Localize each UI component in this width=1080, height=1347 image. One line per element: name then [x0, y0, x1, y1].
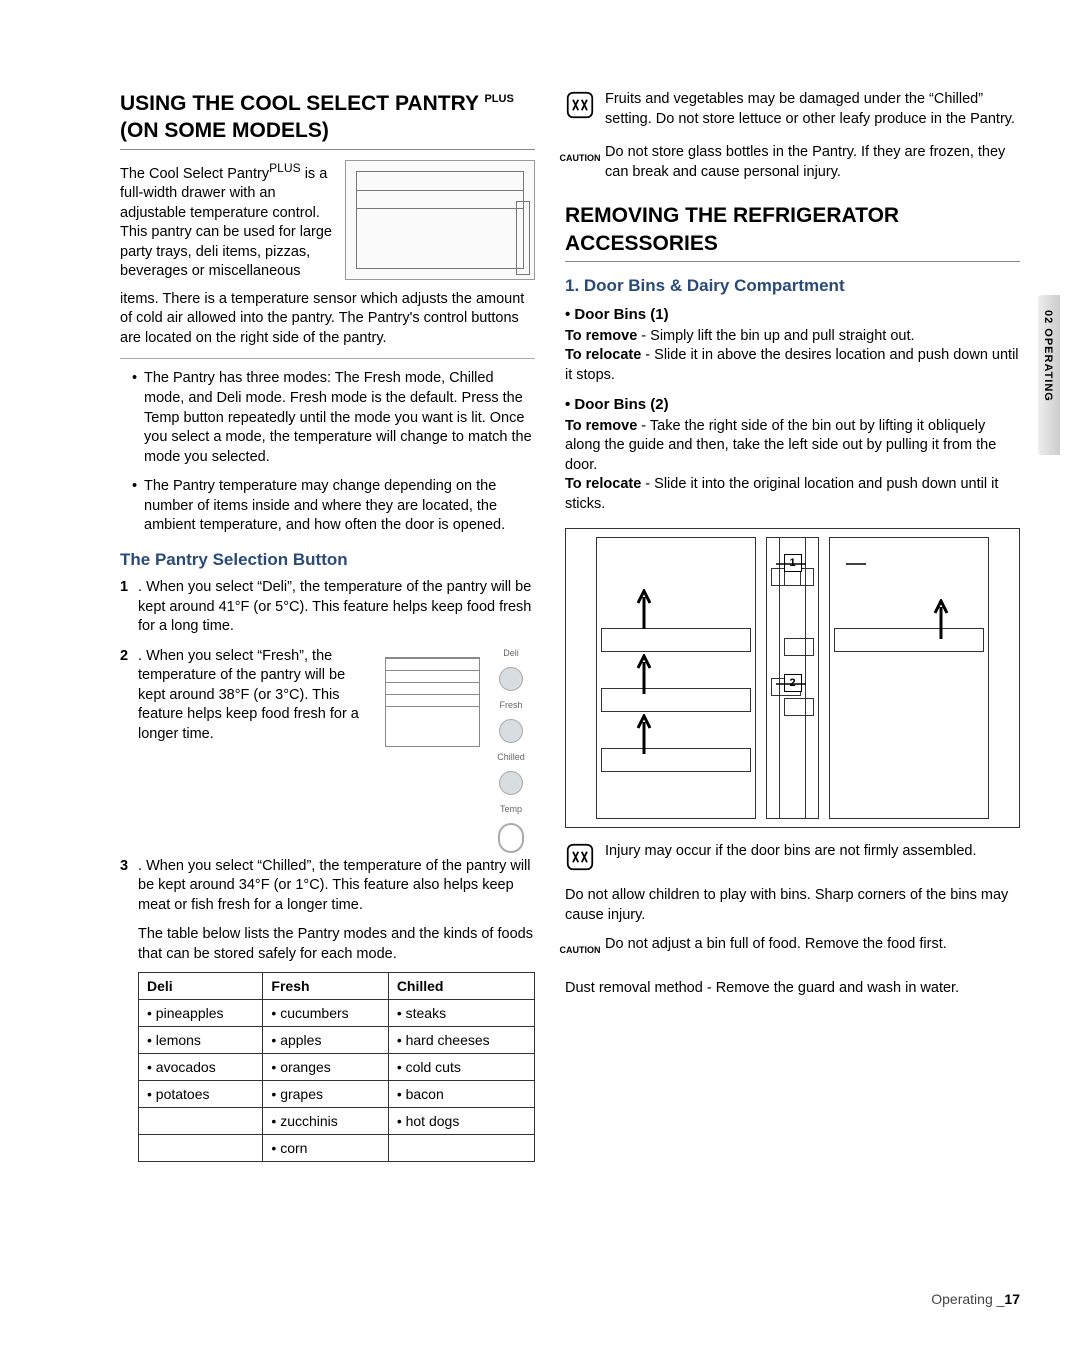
heading-text-2: (ON SOME MODELS): [120, 119, 329, 142]
cell: • cold cuts: [388, 1054, 534, 1081]
note-injury-text: Injury may occur if the door bins are no…: [605, 842, 977, 862]
cell: • cucumbers: [263, 1000, 388, 1027]
cell: • steaks: [388, 1000, 534, 1027]
sel-label-temp: Temp: [500, 803, 522, 815]
intro-text-2: items. There is a temperature sensor whi…: [120, 290, 535, 349]
pantry-bullets: The Pantry has three modes: The Fresh mo…: [120, 369, 535, 536]
note-chilled-text: Fruits and vegetables may be damaged und…: [605, 90, 1020, 129]
cell: • avocados: [139, 1054, 263, 1081]
bins1-remove: To remove - Simply lift the bin up and p…: [565, 327, 1020, 347]
cell: • oranges: [263, 1054, 388, 1081]
b: To remove: [565, 418, 637, 434]
sub-door-bins: 1. Door Bins & Dairy Compartment: [565, 276, 1020, 296]
door-bins-diagram: 1 2: [565, 528, 1020, 828]
b: To relocate: [565, 476, 641, 492]
chilled-button-icon: [499, 771, 523, 795]
step-num-3: 3: [120, 857, 128, 877]
heading-sup: PLUS: [484, 93, 513, 105]
step-text-2: When you select “Fresh”, the temperature…: [138, 648, 359, 742]
heading-text-1: USING THE COOL SELECT PANTRY: [120, 92, 484, 115]
th-fresh: Fresh: [263, 973, 388, 1000]
sel-label-chilled: Chilled: [497, 751, 525, 763]
bins2-remove: To remove - Take the right side of the b…: [565, 417, 1020, 476]
selection-panel-illustration: Deli Fresh Chilled Temp: [385, 647, 535, 847]
temp-button-icon: [498, 823, 524, 853]
step-num-2: 2: [120, 647, 128, 667]
note-icon: [565, 842, 595, 872]
page-footer: Operating _17: [931, 1291, 1020, 1307]
bullet-1: The Pantry has three modes: The Fresh mo…: [132, 369, 535, 467]
note-chilled: Fruits and vegetables may be damaged und…: [565, 90, 1020, 129]
caution-icon: CAUTION: [565, 143, 595, 173]
dust-removal: Dust removal method - Remove the guard a…: [565, 979, 1020, 999]
caution-bin-food: CAUTION Do not adjust a bin full of food…: [565, 935, 1020, 965]
deli-button-icon: [499, 667, 523, 691]
cell: • hot dogs: [388, 1108, 534, 1135]
bullet-2: The Pantry temperature may change depend…: [132, 477, 535, 536]
step-text-1: When you select “Deli”, the temperature …: [138, 579, 531, 634]
t: - Simply lift the bin up and pull straig…: [637, 328, 914, 344]
caution-bin-food-text: Do not adjust a bin full of food. Remove…: [605, 935, 947, 955]
sel-label-fresh: Fresh: [499, 699, 522, 711]
pantry-drawer-illustration: [345, 160, 535, 280]
step-num-1: 1: [120, 578, 128, 598]
cell: • hard cheeses: [388, 1027, 534, 1054]
cell: • zucchinis: [263, 1108, 388, 1135]
cell: • lemons: [139, 1027, 263, 1054]
caution-icon: CAUTION: [565, 935, 595, 965]
intro-row: The Cool Select PantryPLUS is a full-wid…: [120, 160, 535, 282]
intro1sup: PLUS: [269, 161, 301, 175]
modes-tbody: • pineapples• cucumbers• steaks • lemons…: [139, 1000, 535, 1162]
cell: • potatoes: [139, 1081, 263, 1108]
th-chilled: Chilled: [388, 973, 534, 1000]
right-column: Fruits and vegetables may be damaged und…: [565, 90, 1020, 1162]
caution-bottles-text: Do not store glass bottles in the Pantry…: [605, 143, 1020, 182]
cell: • corn: [263, 1135, 388, 1162]
footer-page: 17: [1004, 1291, 1020, 1307]
modes-table: Deli Fresh Chilled • pineapples• cucumbe…: [138, 972, 535, 1162]
fresh-button-icon: [499, 719, 523, 743]
step-3: 3. When you select “Chilled”, the temper…: [120, 857, 535, 916]
bins2-relocate: To relocate - Slide it into the original…: [565, 475, 1020, 514]
section-heading-accessories: REMOVING THE REFRIGERATOR ACCESSORIES: [565, 202, 1020, 262]
side-tab-label: 02 OPERATING: [1042, 310, 1054, 402]
selection-steps: 1. When you select “Deli”, the temperatu…: [120, 578, 535, 915]
intro-text-1: The Cool Select PantryPLUS is a full-wid…: [120, 160, 335, 282]
cell: • bacon: [388, 1081, 534, 1108]
bins1-heading: Door Bins (1): [565, 306, 1020, 323]
section-heading-pantry: USING THE COOL SELECT PANTRY PLUS (ON SO…: [120, 90, 535, 150]
cell: • grapes: [263, 1081, 388, 1108]
bins2-heading: Door Bins (2): [565, 396, 1020, 413]
left-column: USING THE COOL SELECT PANTRY PLUS (ON SO…: [120, 90, 535, 1162]
b: To remove: [565, 328, 637, 344]
th-deli: Deli: [139, 973, 263, 1000]
caution-label: CAUTION: [560, 946, 601, 955]
b: To relocate: [565, 347, 641, 363]
cell: • pineapples: [139, 1000, 263, 1027]
step-2-row: 2. When you select “Fresh”, the temperat…: [120, 647, 535, 847]
step-1: 1. When you select “Deli”, the temperatu…: [120, 578, 535, 637]
table-intro: The table below lists the Pantry modes a…: [138, 925, 535, 964]
cell: [139, 1135, 263, 1162]
footer-text: Operating _: [931, 1291, 1004, 1307]
bins1-relocate: To relocate - Slide it in above the desi…: [565, 346, 1020, 385]
caution-bottles: CAUTION Do not store glass bottles in th…: [565, 143, 1020, 182]
page-content: USING THE COOL SELECT PANTRY PLUS (ON SO…: [120, 90, 1020, 1162]
caution-label: CAUTION: [560, 154, 601, 163]
cell: [139, 1108, 263, 1135]
intro1a: The Cool Select Pantry: [120, 165, 269, 181]
intro1b: is a full-width drawer with an adjustabl…: [120, 165, 332, 279]
step-text-3: When you select “Chilled”, the temperatu…: [138, 858, 531, 913]
sel-label-deli: Deli: [503, 647, 519, 659]
divider: [120, 358, 535, 359]
note-injury: Injury may occur if the door bins are no…: [565, 842, 1020, 872]
subheading-selection-button: The Pantry Selection Button: [120, 550, 535, 570]
note-icon: [565, 90, 595, 120]
callout-lines: [566, 529, 1019, 827]
cell: [388, 1135, 534, 1162]
cell: • apples: [263, 1027, 388, 1054]
note-children: Do not allow children to play with bins.…: [565, 886, 1020, 925]
